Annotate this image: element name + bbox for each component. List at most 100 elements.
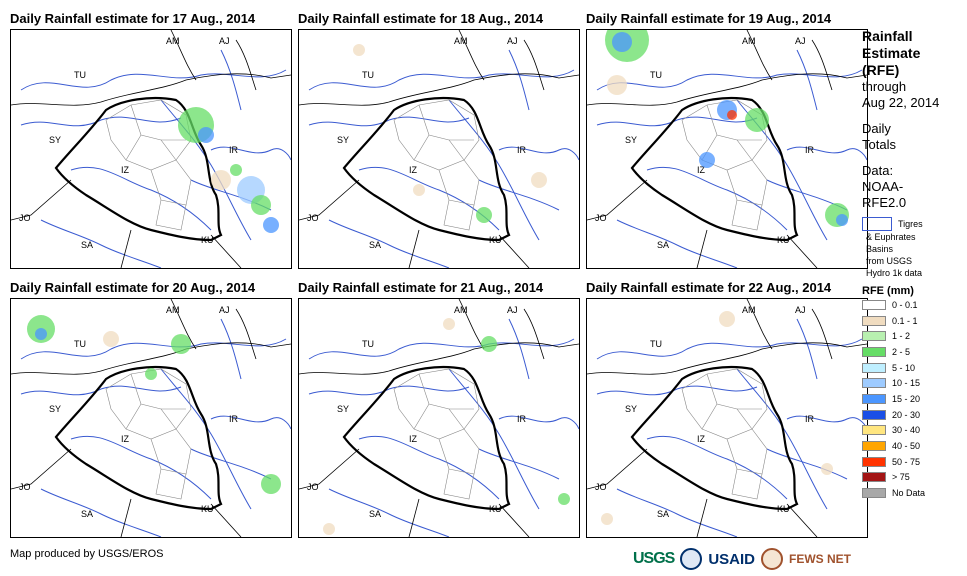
fews-logo: FEWS NET xyxy=(789,552,852,566)
sidebar-title-2: Estimate xyxy=(862,45,921,61)
label-ku: KU xyxy=(489,504,502,514)
rainfall-cell xyxy=(699,152,715,168)
panel-title: Daily Rainfall estimate for 18 Aug., 201… xyxy=(298,11,544,26)
legend-label: 30 - 40 xyxy=(892,425,921,436)
rainfall-map: AM AJ TU SY IZ IR JO SA KU xyxy=(586,298,868,538)
label-ir: IR xyxy=(805,414,815,424)
legend-item: 50 - 75 xyxy=(862,454,962,470)
map-canvas: AM AJ TU SY IZ IR JO SA KU xyxy=(299,30,579,268)
panel-title: Daily Rainfall estimate for 17 Aug., 201… xyxy=(10,11,256,26)
label-am: AM xyxy=(166,36,180,46)
label-sa: SA xyxy=(81,240,93,250)
label-sa: SA xyxy=(81,509,93,519)
rainfall-cell xyxy=(601,513,613,525)
label-sa: SA xyxy=(657,509,669,519)
label-iz: IZ xyxy=(409,434,418,444)
legend-label: 1 - 2 xyxy=(892,331,911,342)
map-credit: Map produced by USGS/EROS xyxy=(10,548,164,560)
label-tu: TU xyxy=(650,70,662,80)
rainfall-cell xyxy=(251,195,271,215)
legend-swatch xyxy=(862,362,886,373)
legend-swatch xyxy=(862,315,886,326)
label-am: AM xyxy=(166,305,180,315)
label-iz: IZ xyxy=(697,434,706,444)
legend-swatch xyxy=(862,393,886,404)
label-iz: IZ xyxy=(409,165,418,175)
legend-label: No Data xyxy=(892,488,926,499)
legend-label: 50 - 75 xyxy=(892,456,921,467)
label-iz: IZ xyxy=(121,165,130,175)
label-iz: IZ xyxy=(121,434,130,444)
fews-seal-icon xyxy=(761,548,784,570)
label-iz: IZ xyxy=(697,165,706,175)
label-sy: SY xyxy=(49,404,61,414)
rainfall-cell xyxy=(836,214,848,226)
map-canvas: AM AJ TU SY IZ IR JO SA KU xyxy=(587,30,867,268)
label-sa: SA xyxy=(657,240,669,250)
legend-label: 5 - 10 xyxy=(892,362,916,373)
legend-swatch xyxy=(862,378,886,389)
usaid-seal-icon xyxy=(680,548,703,570)
rainfall-layer xyxy=(178,107,279,233)
rainfall-cell xyxy=(607,75,627,95)
label-sy: SY xyxy=(625,404,637,414)
legend-swatch xyxy=(862,299,886,310)
label-aj: AJ xyxy=(219,305,230,315)
label-aj: AJ xyxy=(507,36,518,46)
label-aj: AJ xyxy=(507,305,518,315)
legend-item: 0 - 0.1 xyxy=(862,297,962,313)
legend-label: 0 - 0.1 xyxy=(892,299,918,310)
rainfall-layer xyxy=(601,311,833,525)
label-sy: SY xyxy=(337,404,349,414)
rainfall-cell xyxy=(558,493,570,505)
legend-item: 1 - 2 xyxy=(862,328,962,344)
legend-swatch xyxy=(862,409,886,420)
legend-title: RFE (mm) xyxy=(862,285,914,297)
rainfall-layer xyxy=(27,315,281,494)
sidebar-title-1: Rainfall xyxy=(862,28,913,44)
label-sa: SA xyxy=(369,240,381,250)
rainfall-cell xyxy=(263,217,279,233)
rainfall-cell xyxy=(612,32,632,52)
legend-label: 15 - 20 xyxy=(892,393,921,404)
rainfall-cell xyxy=(476,207,492,223)
sidebar-daily: Daily xyxy=(862,121,891,136)
rainfall-cell xyxy=(230,164,242,176)
map-canvas: AM AJ TU SY IZ IR JO SA KU xyxy=(11,299,291,537)
legend-swatch xyxy=(862,331,886,342)
sidebar-through: through xyxy=(862,79,907,94)
map-canvas: AM AJ TU SY IZ IR JO SA KU xyxy=(587,299,867,537)
rainfall-cell xyxy=(171,334,191,354)
label-jo: JO xyxy=(19,213,31,223)
panel-title: Daily Rainfall estimate for 19 Aug., 201… xyxy=(586,11,832,26)
rainfall-cell xyxy=(481,336,497,352)
legend-item: > 75 xyxy=(862,470,962,486)
legend-swatch xyxy=(862,488,886,499)
rainfall-cell xyxy=(261,474,281,494)
label-tu: TU xyxy=(74,339,86,349)
map-canvas: AM AJ TU SY IZ IR JO SA KU xyxy=(11,30,291,268)
rainfall-map: AM AJ TU SY IZ IR JO SA KU xyxy=(10,298,292,538)
legend-label: 40 - 50 xyxy=(892,441,921,452)
legend-label: 0.1 - 1 xyxy=(892,315,918,326)
sidebar-date: Aug 22, 2014 xyxy=(862,95,940,110)
rainfall-map: AM AJ TU SY IZ IR JO SA KU xyxy=(586,29,868,269)
rainfall-layer xyxy=(353,44,547,223)
rainfall-cell xyxy=(211,170,231,190)
label-ku: KU xyxy=(201,504,214,514)
rainfall-map: AM AJ TU SY IZ IR JO SA KU xyxy=(298,298,580,538)
basin-legend: Tigres xyxy=(862,217,962,231)
label-am: AM xyxy=(742,305,756,315)
panel-title: Daily Rainfall estimate for 22 Aug., 201… xyxy=(586,280,832,295)
rainfall-layer xyxy=(605,30,849,227)
label-ku: KU xyxy=(489,235,502,245)
usgs-logo: USGS xyxy=(633,550,675,567)
legend-swatch xyxy=(862,441,886,452)
label-jo: JO xyxy=(19,482,31,492)
legend-swatch xyxy=(862,346,886,357)
legend-item: No Data xyxy=(862,485,962,501)
legend-label: 10 - 15 xyxy=(892,378,921,389)
label-am: AM xyxy=(454,305,468,315)
label-ir: IR xyxy=(229,145,239,155)
legend-item: 30 - 40 xyxy=(862,423,962,439)
